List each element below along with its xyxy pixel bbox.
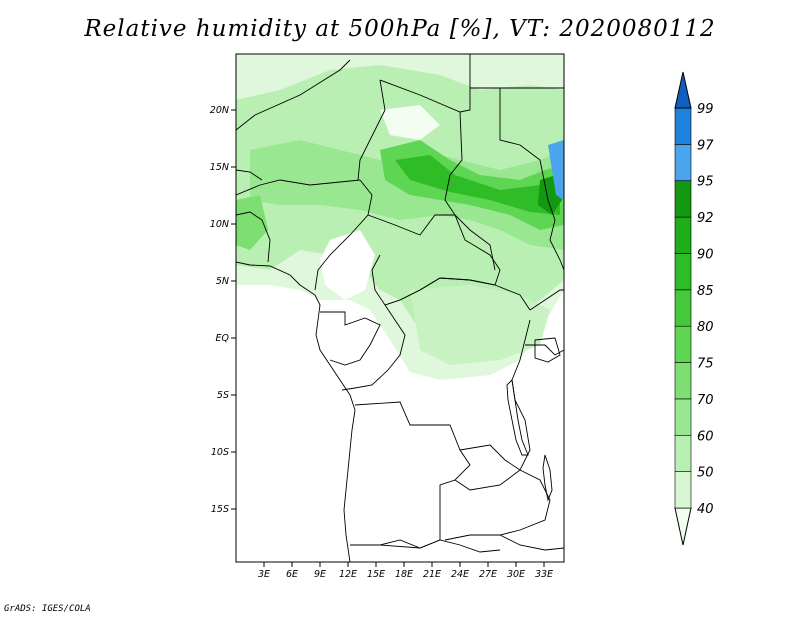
lon-label-21e: 21E <box>423 569 441 580</box>
lat-label-15n: 15N <box>210 162 229 173</box>
humidity-area-97 <box>548 140 564 200</box>
colorbar-swatch <box>674 471 692 509</box>
colorbar-label: 99 <box>697 102 714 117</box>
border-drc-north <box>384 277 531 311</box>
map-frame <box>235 53 565 563</box>
humidity-area-90 <box>395 155 560 215</box>
colorbar-swatch <box>674 398 692 436</box>
border-angola-namibia <box>350 539 501 553</box>
lon-label-9e: 9E <box>314 569 326 580</box>
lon-label-27e: 27E <box>479 569 497 580</box>
border-gabon <box>320 311 381 366</box>
humidity-gap-north <box>380 105 440 140</box>
border-nigeria-cameroon <box>314 179 373 291</box>
lat-label-10n: 10N <box>210 219 229 230</box>
humidity-area-70 <box>250 140 564 250</box>
lon-label-30e: 30E <box>507 569 525 580</box>
colorbar-top-arrow <box>674 71 692 109</box>
lon-label-18e: 18E <box>395 569 413 580</box>
border-drc-congo <box>341 304 406 391</box>
border-angola <box>350 401 471 549</box>
lon-label-6e: 6E <box>286 569 298 580</box>
border-drc-south <box>459 319 531 471</box>
lat-label-10s: 10S <box>211 447 229 458</box>
colorbar-swatch <box>674 253 692 291</box>
border-nigeria-north <box>236 179 361 196</box>
border-west-mali <box>236 169 271 263</box>
lat-axis: 20N 15N 10N 5N EQ 5S 10S 15S <box>210 105 236 515</box>
credit-label: GrADS: IGES/COLA <box>4 604 91 614</box>
colorbar-label: 50 <box>697 466 714 481</box>
border-chad-niger <box>357 79 386 181</box>
border-mozambique <box>499 534 564 551</box>
colorbar-label: 95 <box>697 175 714 190</box>
lat-label-5n: 5N <box>216 276 229 287</box>
humidity-area-west-coast <box>236 195 268 250</box>
colorbar: 40 50 60 70 75 80 85 90 92 95 97 99 <box>674 71 714 546</box>
lat-label-eq: EQ <box>216 333 230 344</box>
humidity-gap-center <box>320 230 375 300</box>
colorbar-label: 85 <box>697 284 714 299</box>
border-ethiopia <box>519 144 564 271</box>
border-niger-algeria <box>236 59 351 131</box>
colorbar-label: 80 <box>697 320 714 335</box>
colorbar-label: 92 <box>697 211 714 226</box>
lat-label-5s: 5S <box>217 390 229 401</box>
lon-axis: 3E 6E 9E 12E 15E 18E 21E 24E 27E 30E 33E <box>258 562 553 580</box>
map-title: Relative humidity at 500hPa [%], VT: 202… <box>84 16 716 42</box>
lon-label-24e: 24E <box>451 569 469 580</box>
colorbar-swatch <box>674 107 692 145</box>
lat-label-20n: 20N <box>210 105 229 116</box>
lake-victoria <box>534 337 561 363</box>
colorbar-label: 90 <box>697 247 714 262</box>
colorbar-swatch <box>674 180 692 218</box>
colorbar-label: 70 <box>697 393 714 408</box>
colorbar-swatch <box>674 325 692 363</box>
colorbar-bottom-arrow <box>674 507 692 546</box>
colorbar-swatch <box>674 434 692 472</box>
humidity-area-east <box>410 285 550 365</box>
colorbar-label: 40 <box>697 502 714 517</box>
colorbar-swatch <box>674 216 692 254</box>
border-libya-sudan <box>499 88 521 146</box>
coastline-west-africa <box>236 261 356 562</box>
lon-label-12e: 12E <box>339 569 357 580</box>
lake-tanganyika <box>506 379 529 456</box>
colorbar-label: 60 <box>697 429 714 444</box>
border-zambia <box>444 469 551 541</box>
lon-label-33e: 33E <box>535 569 553 580</box>
lake-malawi <box>542 454 553 502</box>
colorbar-label: 97 <box>697 138 714 153</box>
border-sudan-chad <box>444 111 496 271</box>
colorbar-swatch <box>674 289 692 327</box>
boundaries <box>236 54 564 562</box>
lat-label-15s: 15S <box>211 504 229 515</box>
lon-label-15e: 15E <box>367 569 385 580</box>
humidity-field <box>236 54 564 380</box>
lon-label-3e: 3E <box>258 569 270 580</box>
colorbar-swatch <box>674 362 692 400</box>
colorbar-swatch <box>674 144 692 182</box>
colorbar-label: 75 <box>697 357 714 372</box>
